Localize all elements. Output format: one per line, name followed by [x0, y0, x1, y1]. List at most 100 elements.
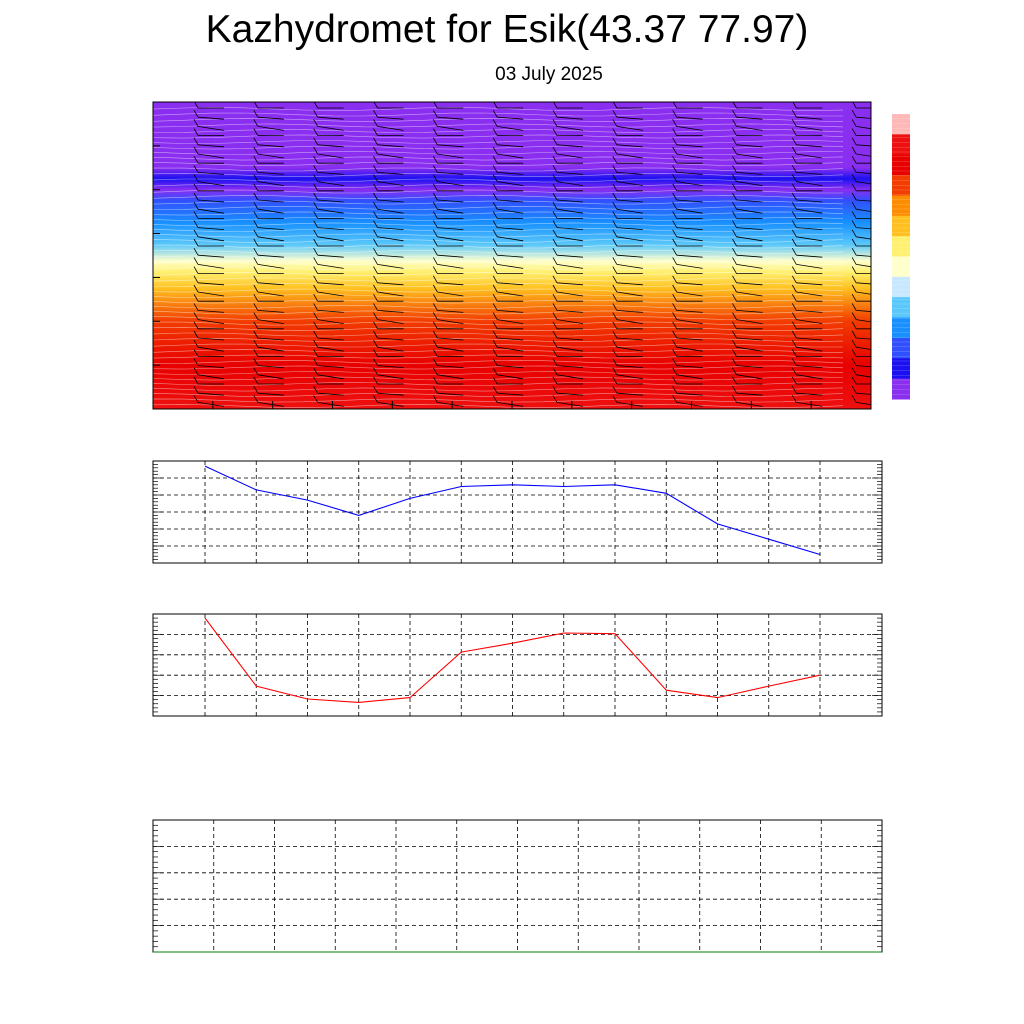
wind-barb-flag	[612, 349, 618, 357]
wind-barb	[197, 291, 225, 297]
contour-line	[153, 200, 844, 205]
contour-line	[153, 332, 844, 337]
wind-barb-flag	[432, 183, 438, 191]
wind-barb-flag	[732, 119, 737, 127]
wind-barb-flag	[432, 349, 438, 357]
contour-line	[153, 228, 843, 232]
wind-barb	[317, 254, 344, 258]
wind-barb	[676, 199, 703, 203]
wind-barb	[257, 227, 284, 230]
wind-barb-flag	[851, 165, 857, 173]
wind-barb-flag	[791, 321, 797, 329]
wind-barb	[257, 392, 284, 396]
contour-line	[153, 167, 844, 172]
wind-barb	[676, 264, 703, 269]
wind-barb-flag	[732, 340, 737, 348]
wind-barb-flag	[791, 349, 797, 357]
wind-barb	[736, 116, 763, 120]
wind-barb-flag	[791, 156, 797, 164]
wind-barb	[437, 199, 464, 203]
wind-barb	[317, 291, 344, 297]
wind-barb	[197, 208, 225, 214]
wind-barb-flag	[612, 358, 618, 366]
wind-barb-flag	[612, 110, 618, 118]
colorbar-segment	[892, 134, 910, 156]
contour-lines	[153, 107, 844, 408]
wind-barb	[796, 153, 823, 159]
contour-line	[153, 327, 844, 331]
wind-barb	[796, 227, 823, 230]
wind-barb	[736, 236, 763, 242]
contour-line	[153, 305, 843, 309]
wind-barb-flag	[373, 284, 378, 293]
wind-barb-flag	[313, 137, 319, 145]
wind-barb	[856, 291, 871, 295]
wind-barb-flag	[851, 284, 857, 293]
contour-line	[153, 151, 844, 155]
wind-barb	[616, 374, 643, 380]
wind-barb	[556, 172, 584, 175]
wind-barb-flag	[672, 340, 678, 348]
wind-barb-flag	[253, 376, 259, 385]
wind-barb-flag	[732, 137, 737, 145]
wind-barb-flag	[373, 211, 378, 219]
wind-barb	[676, 227, 703, 230]
contour-line	[153, 283, 844, 287]
wind-barb-flag	[791, 358, 797, 366]
wind-barb-flag	[732, 248, 737, 256]
wind-barb-flag	[193, 386, 199, 394]
wind-barb-flag	[313, 174, 319, 182]
wind-barb	[736, 291, 763, 297]
wind-barb-flag	[313, 340, 319, 348]
wind-barb-flag	[672, 146, 678, 155]
wind-barb-flag	[253, 340, 259, 348]
wind-barb-flag	[313, 321, 319, 329]
wind-barb-flag	[612, 174, 618, 182]
wind-barb-flag	[672, 174, 678, 182]
wind-barb-flag	[492, 358, 498, 366]
wind-barb	[317, 172, 344, 175]
wind-barb	[497, 208, 524, 214]
wind-barb-flag	[432, 128, 438, 136]
wind-barb-flag	[492, 330, 498, 339]
wind-barb	[377, 319, 404, 324]
wind-barb-flag	[851, 229, 857, 237]
wind-barb	[437, 282, 464, 286]
wind-barb	[796, 264, 823, 269]
wind-barb-flag	[851, 238, 857, 247]
contour-line	[153, 310, 844, 315]
wind-barb	[676, 153, 703, 159]
wind-barb-flag	[313, 294, 319, 302]
wind-barb-flag	[612, 128, 618, 136]
wind-barb-flag	[492, 284, 498, 293]
contour-line	[153, 338, 844, 342]
wind-barb-flag	[851, 137, 857, 145]
wind-barb-flag	[432, 220, 438, 228]
wind-barb	[257, 282, 284, 286]
wind-barb-flag	[253, 367, 259, 375]
wind-barb-flag	[732, 202, 737, 210]
wind-barb-flag	[851, 312, 857, 320]
wind-barb-flag	[851, 376, 857, 385]
wind-barb-flag	[552, 119, 558, 127]
wind-barb-flag	[552, 349, 558, 357]
wind-barb	[197, 236, 225, 242]
wind-barb	[796, 144, 823, 148]
heatmap-field	[153, 102, 871, 409]
contour-line	[153, 371, 844, 375]
contour-line	[153, 294, 844, 298]
wind-barb-flag	[373, 183, 378, 191]
wind-barb	[317, 236, 344, 242]
wind-barb-flag	[791, 165, 797, 173]
wind-barb	[556, 126, 584, 131]
wind-barb-flag	[193, 202, 199, 210]
wind-barb-flag	[432, 202, 438, 210]
wind-barb	[856, 227, 871, 230]
wind-barb	[497, 319, 524, 324]
wind-barb-flag	[612, 248, 618, 256]
wind-barb	[497, 392, 524, 396]
wind-barb-flag	[253, 266, 259, 274]
wind-barb	[437, 402, 464, 407]
wind-barb	[676, 116, 703, 120]
wind-barb-flag	[672, 202, 678, 210]
